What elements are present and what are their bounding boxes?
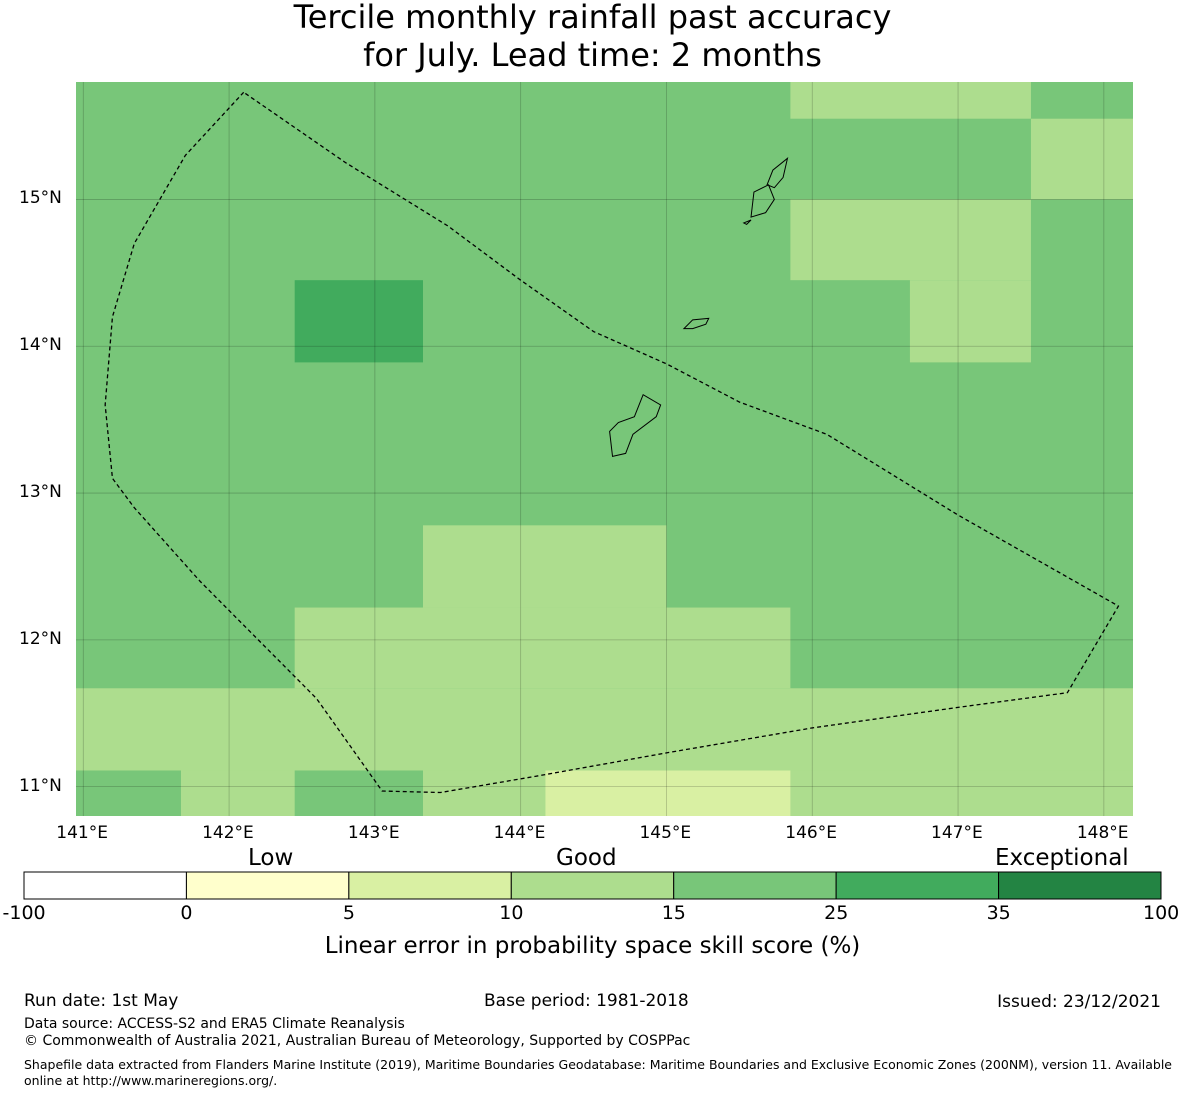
skill-cell: [790, 199, 1031, 281]
issued-date: Issued: 23/12/2021: [997, 992, 1161, 1012]
colorbar-title: Linear error in probability space skill …: [324, 933, 861, 959]
x-tick-label: 142°E: [202, 823, 254, 843]
skill-cell: [76, 688, 1133, 771]
island-coastline: [609, 393, 662, 457]
colorbar-swatch: [348, 871, 512, 900]
colorbar-swatch: [185, 871, 350, 900]
colorbar-swatch: [673, 871, 837, 900]
colorbar-swatch: [998, 871, 1162, 900]
x-tick-label: 144°E: [493, 823, 546, 843]
x-tick-label: 146°E: [785, 823, 837, 843]
colorbar-tick-label: 0: [180, 902, 193, 924]
colorbar-tick-label: 15: [661, 902, 686, 924]
x-tick-label: 148°E: [1076, 823, 1129, 843]
x-tick-label: 143°E: [347, 823, 400, 843]
data-source: Data source: ACCESS-S2 and ERA5 Climate …: [24, 1016, 405, 1032]
colorbar-tick-label: 5: [342, 902, 355, 924]
skill-cell: [294, 770, 423, 816]
base-period: Base period: 1981-2018: [484, 991, 689, 1011]
y-tick-label: 12°N: [19, 628, 62, 649]
skill-cell: [909, 280, 1031, 363]
copyright: © Commonwealth of Australia 2021, Austra…: [24, 1033, 691, 1049]
skill-cell: [1030, 118, 1133, 200]
island-coastline: [682, 317, 710, 330]
map-title-line1: Tercile monthly rainfall past accuracy: [293, 0, 892, 36]
x-tick-label: 147°E: [931, 823, 983, 843]
category-label-low: Low: [248, 845, 294, 871]
shapefile-credit: Shapefile data extracted from Flanders M…: [24, 1057, 1172, 1088]
island-coastline: [750, 184, 775, 218]
skill-cell: [294, 280, 423, 363]
skill-cell: [76, 770, 181, 816]
y-tick-label: 13°N: [19, 482, 62, 503]
colorbar-tick-label: 35: [986, 902, 1011, 924]
skill-cell: [294, 607, 791, 689]
run-date: Run date: 1st May: [24, 991, 179, 1011]
skill-cell: [790, 82, 1031, 119]
colorbar-swatch: [835, 871, 1000, 900]
category-label-exceptional: Exceptional: [995, 845, 1129, 871]
x-tick-label: 145°E: [639, 823, 692, 843]
colorbar-swatch: [23, 871, 187, 900]
colorbar-swatch: [510, 871, 675, 900]
x-tick-label: 141°E: [56, 823, 108, 843]
skill-cell: [545, 770, 791, 816]
category-label-good: Good: [556, 845, 617, 871]
colorbar-tick-label: -100: [2, 902, 46, 924]
y-tick-label: 14°N: [19, 335, 62, 356]
skill-cell: [422, 525, 667, 608]
y-tick-label: 15°N: [19, 188, 62, 209]
eez-boundary-outline: [104, 91, 1120, 794]
colorbar-tick-label: 25: [824, 902, 849, 924]
colorbar-tick-label: 100: [1143, 902, 1180, 924]
island-coastline: [766, 157, 789, 189]
map-title-line2: for July. Lead time: 2 months: [363, 36, 822, 74]
island-coastline: [742, 219, 752, 226]
colorbar-tick-label: 10: [499, 902, 524, 924]
y-tick-label: 11°N: [19, 775, 62, 796]
